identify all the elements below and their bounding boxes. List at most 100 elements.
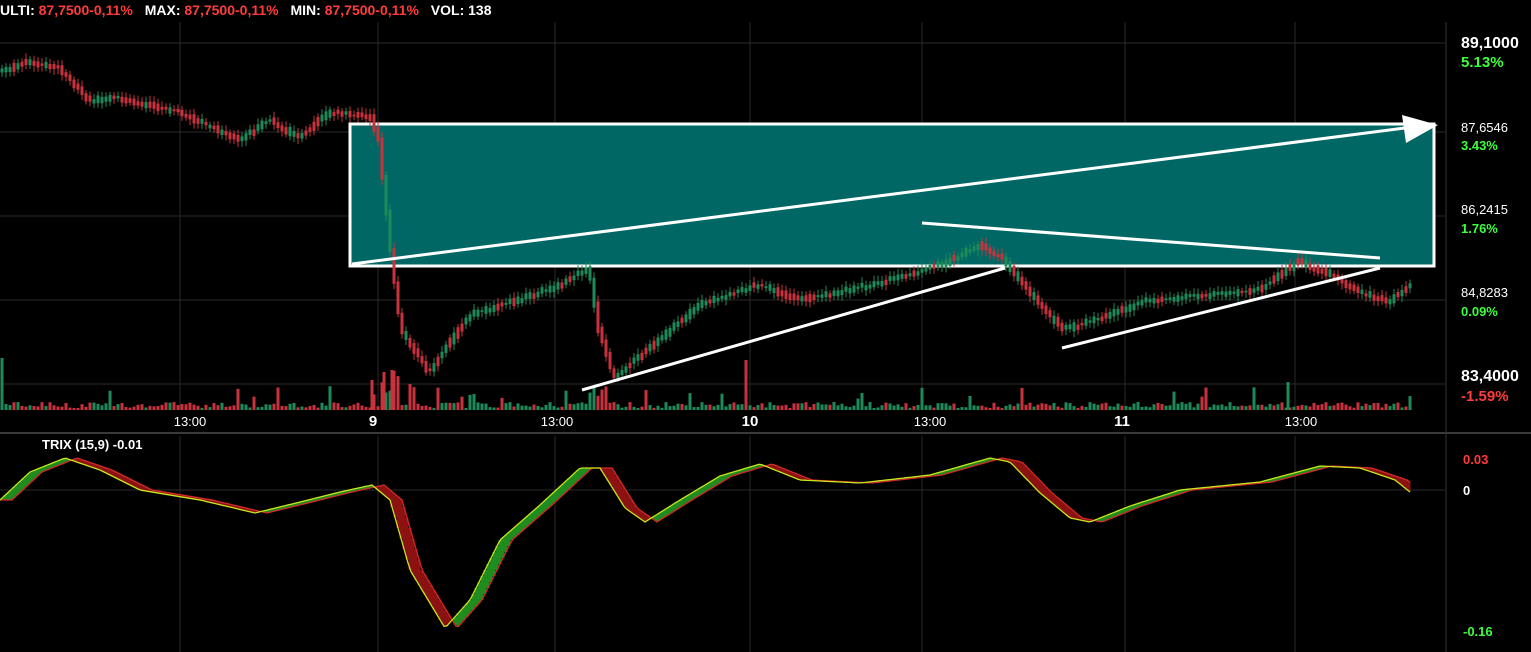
candle bbox=[340, 111, 344, 117]
price-tick-label: 87,6546 bbox=[1461, 120, 1508, 135]
last-label: ULTI: bbox=[0, 2, 35, 18]
candle bbox=[912, 270, 916, 277]
candle bbox=[876, 281, 880, 285]
volume-bar bbox=[1392, 403, 1396, 410]
candle bbox=[356, 111, 360, 118]
volume-bar bbox=[456, 402, 460, 410]
volume-bar bbox=[536, 405, 540, 410]
volume-bar bbox=[1200, 396, 1204, 410]
volume-bar bbox=[792, 403, 796, 410]
candle bbox=[1248, 288, 1252, 295]
candle bbox=[880, 280, 884, 287]
volume-bar bbox=[20, 405, 24, 410]
volume-bar bbox=[96, 403, 100, 410]
candle bbox=[952, 254, 956, 262]
candle bbox=[964, 248, 968, 257]
min-value: 87,7500-0,11% bbox=[324, 2, 419, 18]
volume-bar bbox=[728, 404, 732, 410]
volume-bar bbox=[936, 403, 940, 410]
volume-bar bbox=[232, 405, 236, 410]
volume-bar bbox=[636, 407, 640, 410]
volume-value: 138 bbox=[468, 2, 492, 18]
volume-bar bbox=[372, 394, 376, 410]
candle bbox=[940, 262, 944, 268]
candle bbox=[124, 97, 128, 104]
candle bbox=[1236, 289, 1240, 297]
candle bbox=[780, 290, 784, 297]
candle bbox=[908, 273, 912, 277]
candle bbox=[1016, 271, 1020, 282]
candle bbox=[352, 114, 356, 117]
volume-bar bbox=[1396, 402, 1400, 410]
candle bbox=[660, 335, 664, 341]
candle bbox=[460, 323, 464, 332]
volume-bar bbox=[964, 407, 968, 410]
candle bbox=[824, 291, 828, 298]
volume-bar bbox=[24, 406, 28, 410]
candle bbox=[924, 268, 928, 272]
volume-bar bbox=[824, 404, 828, 410]
volume-bar bbox=[972, 405, 976, 410]
volume-bar bbox=[48, 402, 52, 410]
candle bbox=[440, 351, 444, 359]
candle bbox=[600, 326, 604, 344]
candle bbox=[1224, 291, 1228, 297]
volume-bar bbox=[452, 403, 456, 410]
candle bbox=[248, 129, 252, 136]
candle bbox=[816, 295, 820, 298]
volume-bar bbox=[796, 403, 800, 410]
volume-bar bbox=[860, 392, 864, 410]
volume-bar bbox=[184, 404, 188, 410]
candle bbox=[692, 307, 696, 315]
volume-bar bbox=[1368, 405, 1372, 410]
candle bbox=[336, 109, 340, 114]
candle bbox=[48, 64, 52, 70]
candle bbox=[1392, 294, 1396, 304]
price-tick-label: 84,8283 bbox=[1461, 285, 1508, 300]
candle bbox=[544, 289, 548, 292]
volume-bar bbox=[1364, 403, 1368, 410]
volume-bar bbox=[192, 404, 196, 410]
candle bbox=[596, 301, 600, 333]
candle bbox=[1008, 260, 1012, 272]
volume-bar bbox=[696, 407, 700, 410]
candle bbox=[308, 127, 312, 132]
candle bbox=[920, 268, 924, 273]
volume-bar bbox=[332, 402, 336, 410]
candle bbox=[796, 295, 800, 301]
volume-bar bbox=[212, 403, 216, 410]
candle bbox=[764, 286, 768, 289]
volume-bar bbox=[128, 407, 132, 410]
volume-bar bbox=[1188, 402, 1192, 410]
volume-bar bbox=[1316, 404, 1320, 410]
volume-bar bbox=[152, 406, 156, 410]
candle bbox=[12, 62, 16, 72]
volume-bar bbox=[1296, 405, 1300, 410]
volume-bar bbox=[400, 405, 404, 410]
candle bbox=[320, 114, 324, 122]
volume-bar bbox=[404, 404, 408, 410]
volume-bar bbox=[692, 407, 696, 410]
volume-bar bbox=[1256, 404, 1260, 410]
volume-bar bbox=[1168, 405, 1172, 410]
candle bbox=[1028, 286, 1032, 297]
volume-bar bbox=[904, 403, 908, 410]
candle bbox=[220, 129, 224, 135]
volume-bar bbox=[580, 402, 584, 410]
candle bbox=[588, 266, 592, 281]
candle bbox=[1152, 297, 1156, 304]
volume-bar bbox=[1312, 402, 1316, 410]
candle bbox=[728, 291, 732, 297]
time-tick-label: 13:00 bbox=[914, 414, 947, 429]
candle bbox=[1100, 316, 1104, 321]
candle bbox=[1232, 291, 1236, 294]
candle bbox=[472, 309, 476, 317]
candle bbox=[956, 256, 960, 261]
trix-panel: 0.03 0 -0.16 bbox=[0, 452, 1493, 639]
volume-bar bbox=[136, 404, 140, 410]
candle bbox=[392, 248, 396, 284]
volume-bar bbox=[352, 404, 356, 410]
volume-bar bbox=[180, 404, 184, 410]
candle bbox=[1132, 303, 1136, 311]
